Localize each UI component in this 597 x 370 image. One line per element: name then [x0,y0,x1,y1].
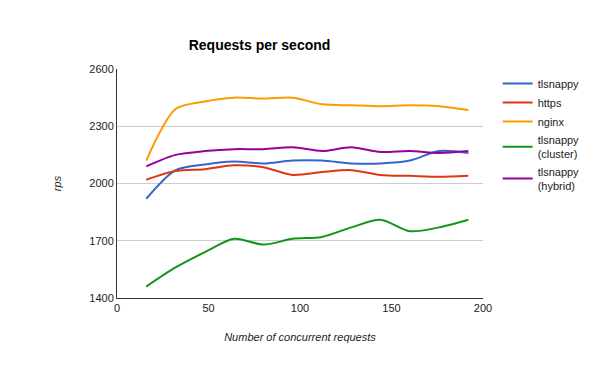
svg-text:2000: 2000 [89,177,113,189]
svg-text:tlsnappy(cluster): tlsnappy(cluster) [538,134,579,160]
svg-text:nginx: nginx [538,116,565,128]
svg-text:0: 0 [114,302,120,314]
svg-text:Number of concurrent requests: Number of concurrent requests [224,331,376,343]
svg-text:50: 50 [202,302,214,314]
svg-text:200: 200 [474,302,492,314]
svg-text:tlsnappy(hybrid): tlsnappy(hybrid) [538,166,579,192]
svg-text:150: 150 [382,302,400,314]
svg-text:tlsnappy: tlsnappy [538,78,579,90]
svg-text:https: https [538,97,562,109]
svg-text:2300: 2300 [89,120,113,132]
svg-text:100: 100 [291,302,309,314]
svg-text:rps: rps [51,175,63,191]
svg-text:2600: 2600 [89,63,113,75]
svg-text:1700: 1700 [89,235,113,247]
svg-text:Requests per second: Requests per second [189,37,331,53]
svg-text:1400: 1400 [89,292,113,304]
